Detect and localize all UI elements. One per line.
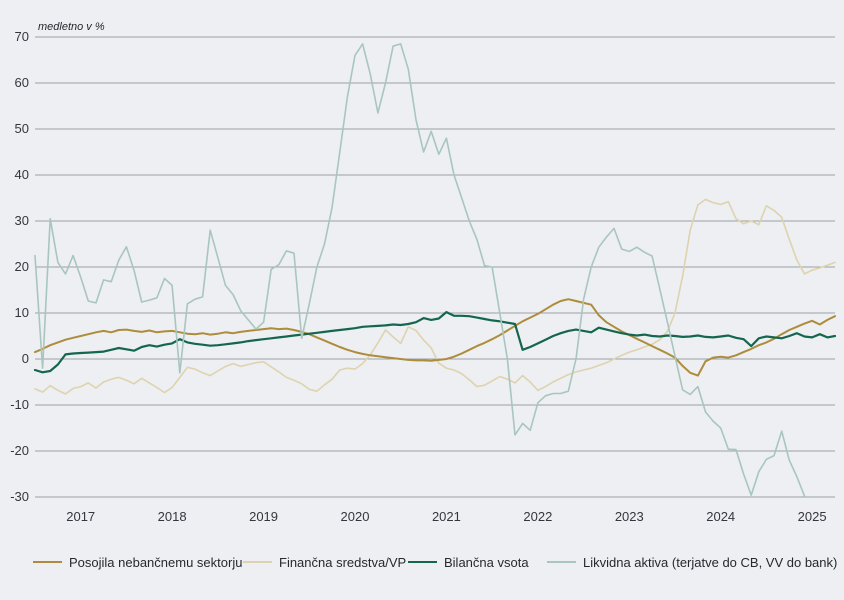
series-line-0	[34, 298, 836, 377]
legend-item: Finančna sredstva/VP	[243, 553, 406, 571]
legend-label: Finančna sredstva/VP	[279, 554, 407, 570]
legend-swatch-icon	[408, 561, 437, 563]
unit-label: medletno v %	[38, 21, 105, 33]
y-axis-label: 40	[14, 167, 29, 182]
x-axis-label: 2018	[157, 509, 187, 524]
series-line-1	[34, 198, 836, 395]
legend-label: Bilančna vsota	[444, 554, 529, 570]
y-axis-label: 20	[14, 259, 29, 274]
x-axis-label: 2023	[614, 509, 644, 524]
x-axis-label: 2025	[797, 509, 827, 524]
y-axis-label: -30	[10, 489, 29, 504]
legend-label: Posojila nebančnemu sektorju	[69, 554, 243, 570]
y-axis-label: 60	[14, 75, 29, 90]
series-line-3	[34, 43, 806, 497]
x-axis-label: 2017	[66, 509, 96, 524]
chart-legend: Posojila nebančnemu sektorju Finančna sre…	[0, 553, 844, 573]
y-axis-label: 70	[14, 29, 29, 44]
x-axis-label: 2020	[340, 509, 370, 524]
series-line-2	[33, 311, 837, 374]
legend-swatch-icon	[547, 561, 576, 563]
x-axis-label: 2024	[706, 509, 736, 524]
y-axis-label: -20	[10, 443, 29, 458]
legend-item: Bilančna vsota	[408, 553, 529, 571]
y-axis-label: 50	[14, 121, 29, 136]
y-axis-label: 10	[14, 305, 29, 320]
legend-label: Likvidna aktiva (terjatve do CB, VV do b…	[583, 554, 838, 570]
x-axis-label: 2021	[431, 509, 461, 524]
legend-item: Likvidna aktiva (terjatve do CB, VV do b…	[547, 553, 837, 571]
x-axis-label: 2019	[249, 509, 279, 524]
x-axis-label: 2022	[523, 509, 553, 524]
legend-swatch-icon	[33, 561, 62, 563]
y-axis-label: 0	[21, 351, 29, 366]
y-axis-label: -10	[10, 397, 29, 412]
legend-item: Posojila nebančnemu sektorju	[33, 553, 242, 571]
y-axis-label: 30	[14, 213, 29, 228]
legend-swatch-icon	[243, 561, 272, 563]
